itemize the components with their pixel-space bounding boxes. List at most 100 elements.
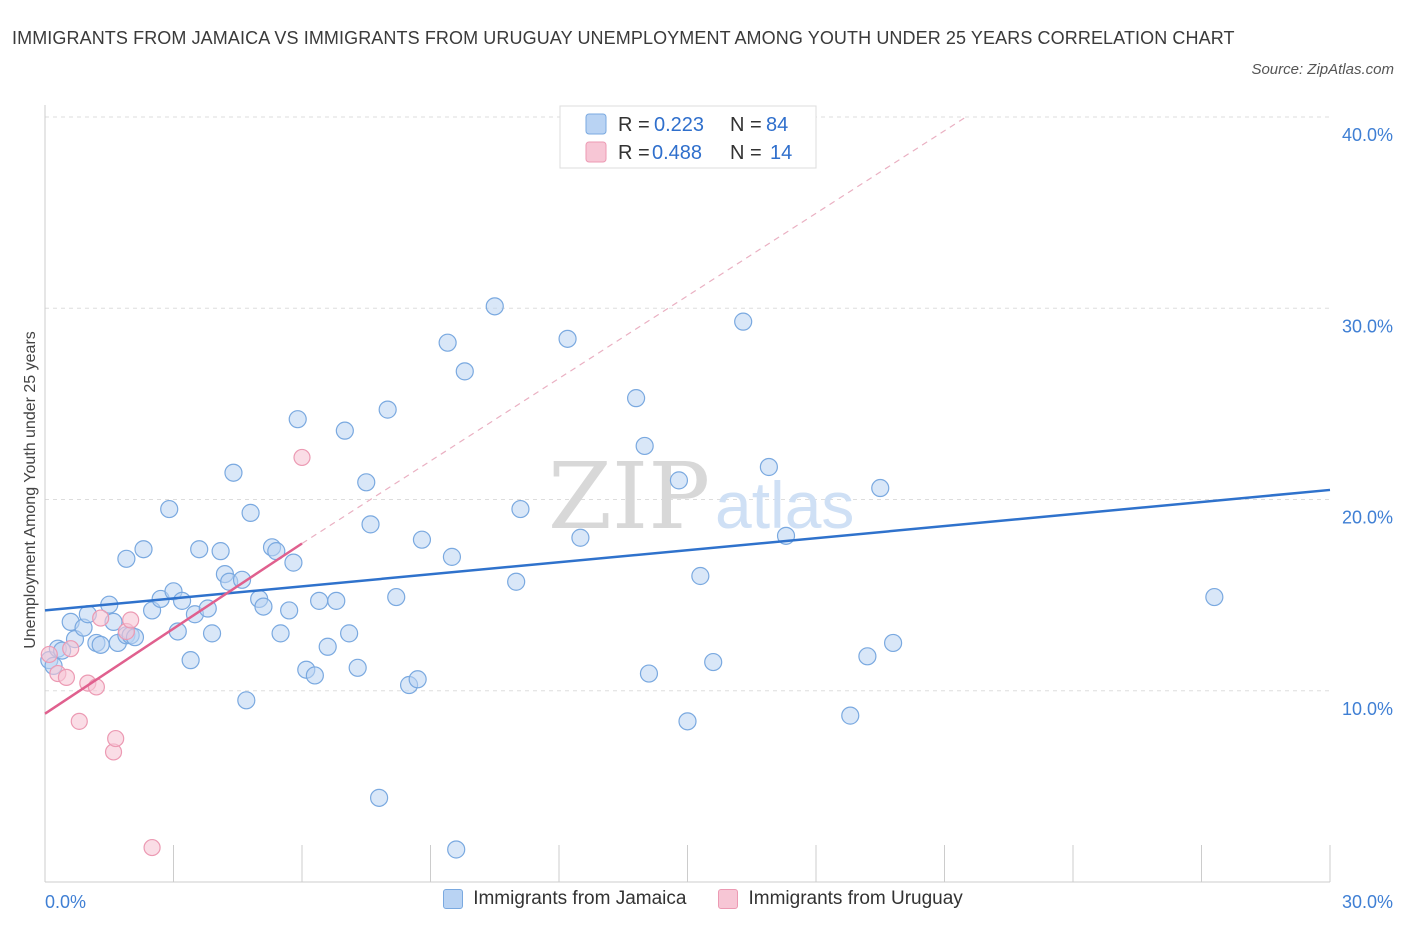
jamaica-trend-line <box>44 488 1331 612</box>
jamaica-point <box>181 651 200 670</box>
y-tick-label-30: 30.0% <box>1342 316 1393 336</box>
y-axis-title: Unemployment Among Youth under 25 years <box>22 331 39 649</box>
jamaica-point <box>571 528 590 547</box>
legend-r-value-uruguay: 0.488 <box>652 142 702 164</box>
jamaica-point <box>704 652 723 672</box>
jamaica-point <box>408 670 427 689</box>
legend-r-label-1: R = <box>618 114 650 136</box>
jamaica-point <box>691 566 710 586</box>
jamaica-point <box>310 591 329 610</box>
legend-label-jamaica: Immigrants from Jamaica <box>473 888 687 909</box>
jamaica-point <box>340 624 359 643</box>
legend-label-uruguay: Immigrants from Uruguay <box>748 888 963 909</box>
jamaica-point <box>318 637 337 656</box>
jamaica-point <box>370 788 389 807</box>
axes <box>44 105 1331 883</box>
uruguay-point <box>122 611 140 629</box>
uruguay-point <box>143 838 161 857</box>
source-label: Source: ZipAtlas.com <box>1251 61 1394 78</box>
legend-n-label-2: N = <box>730 142 762 164</box>
jamaica-point <box>635 436 654 456</box>
jamaica-point <box>1205 587 1224 607</box>
legend-r-label-2: R = <box>618 142 650 164</box>
legend-n-label-1: N = <box>730 114 762 136</box>
legend-swatch-uruguay <box>585 141 607 163</box>
jamaica-point <box>288 410 307 429</box>
jamaica-point <box>237 691 256 710</box>
legend-swatch-jamaica <box>585 113 607 135</box>
jamaica-point <box>190 540 209 559</box>
jamaica-point <box>335 421 354 440</box>
jamaica-point <box>254 597 273 616</box>
jamaica-point <box>858 647 877 666</box>
legend-n-value-uruguay: 14 <box>770 142 792 164</box>
uruguay-point <box>40 645 58 664</box>
jamaica-point <box>678 712 697 731</box>
jamaica-point <box>485 297 504 316</box>
jamaica-point <box>134 540 153 559</box>
uruguay-point <box>70 712 88 730</box>
jamaica-point <box>558 329 577 348</box>
jamaica-point <box>357 473 376 492</box>
jamaica-point <box>271 624 290 643</box>
y-tick-label-20: 20.0% <box>1342 508 1393 528</box>
jamaica-point <box>412 530 432 549</box>
jamaica-point <box>438 333 457 352</box>
y-tick-label-40: 40.0% <box>1342 125 1393 145</box>
jamaica-point <box>387 587 406 607</box>
jamaica-point <box>442 547 462 566</box>
legend-item-jamaica[interactable]: Immigrants from Jamaica <box>443 888 686 910</box>
jamaica-point <box>280 601 299 620</box>
jamaica-point <box>224 463 243 482</box>
jamaica-point <box>117 549 136 568</box>
jamaica-point <box>327 591 346 610</box>
uruguay-point <box>107 729 125 748</box>
jamaica-point <box>241 503 260 522</box>
uruguay-point <box>92 609 110 627</box>
jamaica-point <box>284 553 303 572</box>
x-tick-label-max: 30.0% <box>1342 892 1393 912</box>
jamaica-point <box>626 389 646 408</box>
tick-labels: 10.0% 20.0% 30.0% 40.0% 0.0% 30.0% <box>45 125 1393 912</box>
uruguay-points <box>40 448 311 857</box>
jamaica-point <box>734 312 753 331</box>
jamaica-point <box>511 499 530 519</box>
jamaica-point <box>883 633 903 653</box>
uruguay-swatch <box>718 889 739 909</box>
jamaica-point <box>841 706 860 725</box>
jamaica-point <box>202 624 222 643</box>
jamaica-point <box>232 570 252 589</box>
chart-title: IMMIGRANTS FROM JAMAICA VS IMMIGRANTS FR… <box>12 28 1235 48</box>
jamaica-point <box>91 635 110 654</box>
jamaica-point <box>455 362 474 381</box>
jamaica-point <box>378 400 397 419</box>
legend-r-value-jamaica: 0.223 <box>654 114 704 136</box>
jamaica-point <box>160 499 179 519</box>
uruguay-point <box>57 668 76 686</box>
jamaica-point <box>305 666 324 685</box>
y-tick-label-10: 10.0% <box>1342 699 1393 719</box>
jamaica-point <box>507 572 526 591</box>
series-legend: Immigrants from Jamaica Immigrants from … <box>0 888 1406 910</box>
grid-lines <box>45 116 1330 692</box>
uruguay-point <box>62 640 80 658</box>
legend-n-value-jamaica: 84 <box>766 114 788 136</box>
uruguay-trend-line <box>44 542 303 715</box>
watermark: ZIP atlas <box>548 443 854 550</box>
jamaica-point <box>759 457 778 477</box>
legend-item-uruguay[interactable]: Immigrants from Uruguay <box>718 888 963 910</box>
jamaica-point <box>361 515 380 534</box>
x-tick-label-min: 0.0% <box>45 892 86 912</box>
jamaica-point <box>871 478 890 498</box>
jamaica-point <box>211 542 230 561</box>
jamaica-point <box>447 840 466 859</box>
jamaica-points <box>40 297 1224 859</box>
jamaica-point <box>172 591 192 610</box>
jamaica-swatch <box>443 889 464 909</box>
stats-legend: R = 0.223 N = 84 R = 0.488 N = 14 <box>559 105 817 169</box>
jamaica-point <box>639 664 659 683</box>
uruguay-point <box>293 448 311 467</box>
uruguay-point <box>87 678 106 696</box>
jamaica-point <box>669 471 689 490</box>
